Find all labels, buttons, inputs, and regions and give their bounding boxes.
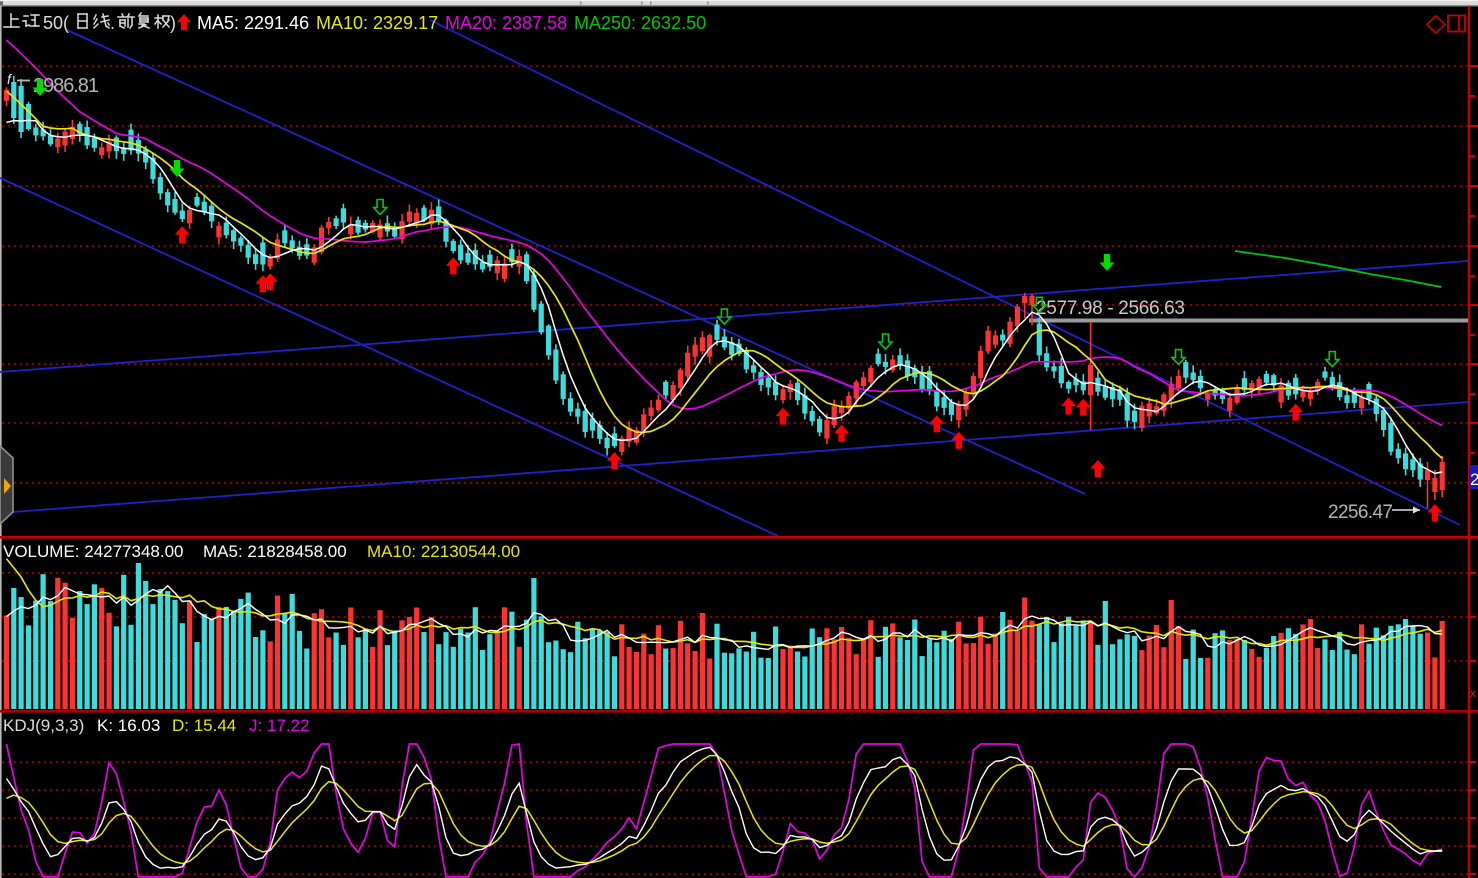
svg-text:VOLUME: 24277348.00: VOLUME: 24277348.00 [3,542,184,561]
svg-text:2577.98 - 2566.63: 2577.98 - 2566.63 [1036,298,1185,319]
svg-text:KDJ(9,3,3): KDJ(9,3,3) [3,716,84,735]
svg-text:f: f [7,71,13,87]
svg-text:.: . [110,13,115,33]
svg-text:x: x [1470,686,1476,700]
svg-text:2986.81: 2986.81 [33,75,99,97]
svg-text:MA250: 2632.50: MA250: 2632.50 [574,13,706,33]
svg-text:MA5: 21828458.00: MA5: 21828458.00 [203,542,347,561]
svg-text:): ) [170,13,176,33]
svg-text:2: 2 [1470,470,1478,489]
svg-text:D: 15.44: D: 15.44 [172,716,236,735]
svg-text:50(: 50( [43,13,69,33]
svg-text:MA5: 2291.46: MA5: 2291.46 [197,13,309,33]
svg-text:MA10: 2329.17: MA10: 2329.17 [316,13,438,33]
svg-text:MA10: 22130544.00: MA10: 22130544.00 [367,542,520,561]
svg-text:K: 16.03: K: 16.03 [97,716,160,735]
svg-text:MA20: 2387.58: MA20: 2387.58 [445,13,567,33]
svg-text:J: 17.22: J: 17.22 [249,716,310,735]
svg-text:2256.47: 2256.47 [1328,502,1393,523]
